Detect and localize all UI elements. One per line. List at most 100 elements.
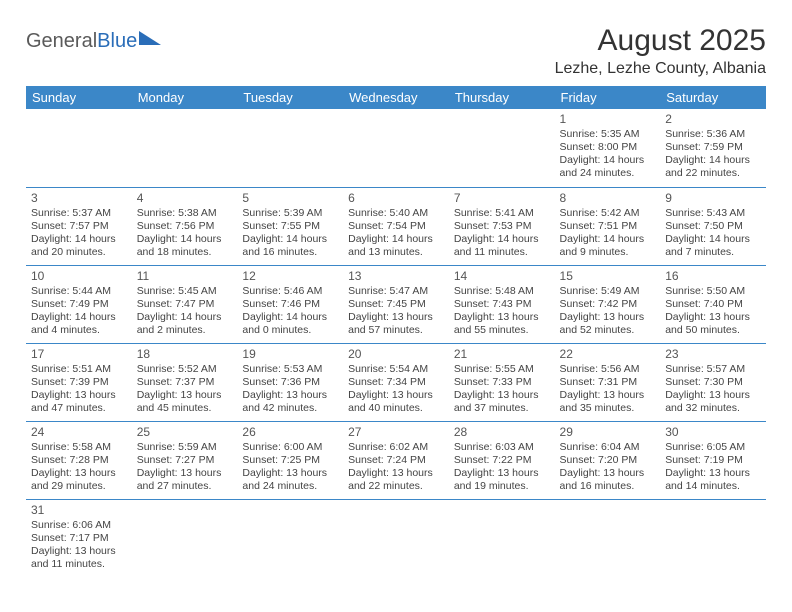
day-number: 11: [137, 269, 233, 284]
sunrise-text: Sunrise: 6:04 AM: [560, 441, 656, 454]
calendar-cell: 7Sunrise: 5:41 AMSunset: 7:53 PMDaylight…: [449, 187, 555, 265]
day-number: 27: [348, 425, 444, 440]
sunrise-text: Sunrise: 5:58 AM: [31, 441, 127, 454]
page: GeneralBlue August 2025 Lezhe, Lezhe Cou…: [0, 0, 792, 577]
sunset-text: Sunset: 8:00 PM: [560, 141, 656, 154]
day-number: 5: [242, 191, 338, 206]
calendar-cell: 15Sunrise: 5:49 AMSunset: 7:42 PMDayligh…: [555, 265, 661, 343]
daylight-text: Daylight: 13 hours and 32 minutes.: [665, 389, 761, 415]
sunrise-text: Sunrise: 5:37 AM: [31, 207, 127, 220]
calendar-table: Sunday Monday Tuesday Wednesday Thursday…: [26, 86, 766, 577]
sunrise-text: Sunrise: 5:54 AM: [348, 363, 444, 376]
calendar-cell: [555, 499, 661, 577]
day-number: 22: [560, 347, 656, 362]
calendar-cell: 26Sunrise: 6:00 AMSunset: 7:25 PMDayligh…: [237, 421, 343, 499]
day-number: 18: [137, 347, 233, 362]
day-number: 2: [665, 112, 761, 127]
sunset-text: Sunset: 7:51 PM: [560, 220, 656, 233]
calendar-row: 1Sunrise: 5:35 AMSunset: 8:00 PMDaylight…: [26, 109, 766, 187]
sunrise-text: Sunrise: 5:52 AM: [137, 363, 233, 376]
day-number: 17: [31, 347, 127, 362]
sunrise-text: Sunrise: 5:57 AM: [665, 363, 761, 376]
flag-icon: [139, 31, 161, 52]
day-number: 30: [665, 425, 761, 440]
daylight-text: Daylight: 13 hours and 40 minutes.: [348, 389, 444, 415]
calendar-cell: 12Sunrise: 5:46 AMSunset: 7:46 PMDayligh…: [237, 265, 343, 343]
sunrise-text: Sunrise: 5:40 AM: [348, 207, 444, 220]
sunrise-text: Sunrise: 5:53 AM: [242, 363, 338, 376]
sunset-text: Sunset: 7:39 PM: [31, 376, 127, 389]
sunset-text: Sunset: 7:57 PM: [31, 220, 127, 233]
sunset-text: Sunset: 7:27 PM: [137, 454, 233, 467]
calendar-cell: 31Sunrise: 6:06 AMSunset: 7:17 PMDayligh…: [26, 499, 132, 577]
sunrise-text: Sunrise: 5:43 AM: [665, 207, 761, 220]
daylight-text: Daylight: 14 hours and 2 minutes.: [137, 311, 233, 337]
sunrise-text: Sunrise: 5:38 AM: [137, 207, 233, 220]
day-number: 13: [348, 269, 444, 284]
calendar-cell: 23Sunrise: 5:57 AMSunset: 7:30 PMDayligh…: [660, 343, 766, 421]
daylight-text: Daylight: 13 hours and 22 minutes.: [348, 467, 444, 493]
calendar-row: 17Sunrise: 5:51 AMSunset: 7:39 PMDayligh…: [26, 343, 766, 421]
day-number: 8: [560, 191, 656, 206]
sunrise-text: Sunrise: 5:42 AM: [560, 207, 656, 220]
day-number: 29: [560, 425, 656, 440]
calendar-cell: 16Sunrise: 5:50 AMSunset: 7:40 PMDayligh…: [660, 265, 766, 343]
sunset-text: Sunset: 7:31 PM: [560, 376, 656, 389]
daylight-text: Daylight: 14 hours and 0 minutes.: [242, 311, 338, 337]
sunrise-text: Sunrise: 5:36 AM: [665, 128, 761, 141]
calendar-row: 3Sunrise: 5:37 AMSunset: 7:57 PMDaylight…: [26, 187, 766, 265]
weekday-thursday: Thursday: [449, 86, 555, 109]
calendar-cell: 18Sunrise: 5:52 AMSunset: 7:37 PMDayligh…: [132, 343, 238, 421]
weekday-wednesday: Wednesday: [343, 86, 449, 109]
calendar-row: 10Sunrise: 5:44 AMSunset: 7:49 PMDayligh…: [26, 265, 766, 343]
sunset-text: Sunset: 7:46 PM: [242, 298, 338, 311]
sunrise-text: Sunrise: 6:02 AM: [348, 441, 444, 454]
sunset-text: Sunset: 7:40 PM: [665, 298, 761, 311]
sunset-text: Sunset: 7:22 PM: [454, 454, 550, 467]
logo-text-blue: Blue: [97, 30, 137, 53]
daylight-text: Daylight: 14 hours and 7 minutes.: [665, 233, 761, 259]
daylight-text: Daylight: 14 hours and 16 minutes.: [242, 233, 338, 259]
sunset-text: Sunset: 7:19 PM: [665, 454, 761, 467]
sunrise-text: Sunrise: 5:59 AM: [137, 441, 233, 454]
sunset-text: Sunset: 7:34 PM: [348, 376, 444, 389]
sunrise-text: Sunrise: 5:48 AM: [454, 285, 550, 298]
calendar-row: 31Sunrise: 6:06 AMSunset: 7:17 PMDayligh…: [26, 499, 766, 577]
daylight-text: Daylight: 14 hours and 20 minutes.: [31, 233, 127, 259]
day-number: 7: [454, 191, 550, 206]
calendar-cell: [449, 499, 555, 577]
calendar-cell: 9Sunrise: 5:43 AMSunset: 7:50 PMDaylight…: [660, 187, 766, 265]
daylight-text: Daylight: 13 hours and 29 minutes.: [31, 467, 127, 493]
sunset-text: Sunset: 7:36 PM: [242, 376, 338, 389]
daylight-text: Daylight: 13 hours and 52 minutes.: [560, 311, 656, 337]
calendar-cell: [132, 499, 238, 577]
daylight-text: Daylight: 13 hours and 57 minutes.: [348, 311, 444, 337]
sunset-text: Sunset: 7:49 PM: [31, 298, 127, 311]
weekday-friday: Friday: [555, 86, 661, 109]
daylight-text: Daylight: 13 hours and 19 minutes.: [454, 467, 550, 493]
daylight-text: Daylight: 14 hours and 9 minutes.: [560, 233, 656, 259]
month-title: August 2025: [555, 24, 766, 58]
calendar-cell: 14Sunrise: 5:48 AMSunset: 7:43 PMDayligh…: [449, 265, 555, 343]
calendar-cell: 1Sunrise: 5:35 AMSunset: 8:00 PMDaylight…: [555, 109, 661, 187]
sunrise-text: Sunrise: 5:41 AM: [454, 207, 550, 220]
sunrise-text: Sunrise: 5:44 AM: [31, 285, 127, 298]
daylight-text: Daylight: 14 hours and 4 minutes.: [31, 311, 127, 337]
sunrise-text: Sunrise: 5:56 AM: [560, 363, 656, 376]
sunset-text: Sunset: 7:42 PM: [560, 298, 656, 311]
calendar-cell: 29Sunrise: 6:04 AMSunset: 7:20 PMDayligh…: [555, 421, 661, 499]
day-number: 24: [31, 425, 127, 440]
calendar-cell: 4Sunrise: 5:38 AMSunset: 7:56 PMDaylight…: [132, 187, 238, 265]
sunrise-text: Sunrise: 5:45 AM: [137, 285, 233, 298]
calendar-cell: [449, 109, 555, 187]
calendar-cell: [660, 499, 766, 577]
daylight-text: Daylight: 13 hours and 37 minutes.: [454, 389, 550, 415]
daylight-text: Daylight: 14 hours and 24 minutes.: [560, 154, 656, 180]
weekday-saturday: Saturday: [660, 86, 766, 109]
sunset-text: Sunset: 7:54 PM: [348, 220, 444, 233]
day-number: 16: [665, 269, 761, 284]
title-block: August 2025 Lezhe, Lezhe County, Albania: [555, 24, 766, 78]
sunrise-text: Sunrise: 6:00 AM: [242, 441, 338, 454]
calendar-cell: [132, 109, 238, 187]
sunset-text: Sunset: 7:24 PM: [348, 454, 444, 467]
